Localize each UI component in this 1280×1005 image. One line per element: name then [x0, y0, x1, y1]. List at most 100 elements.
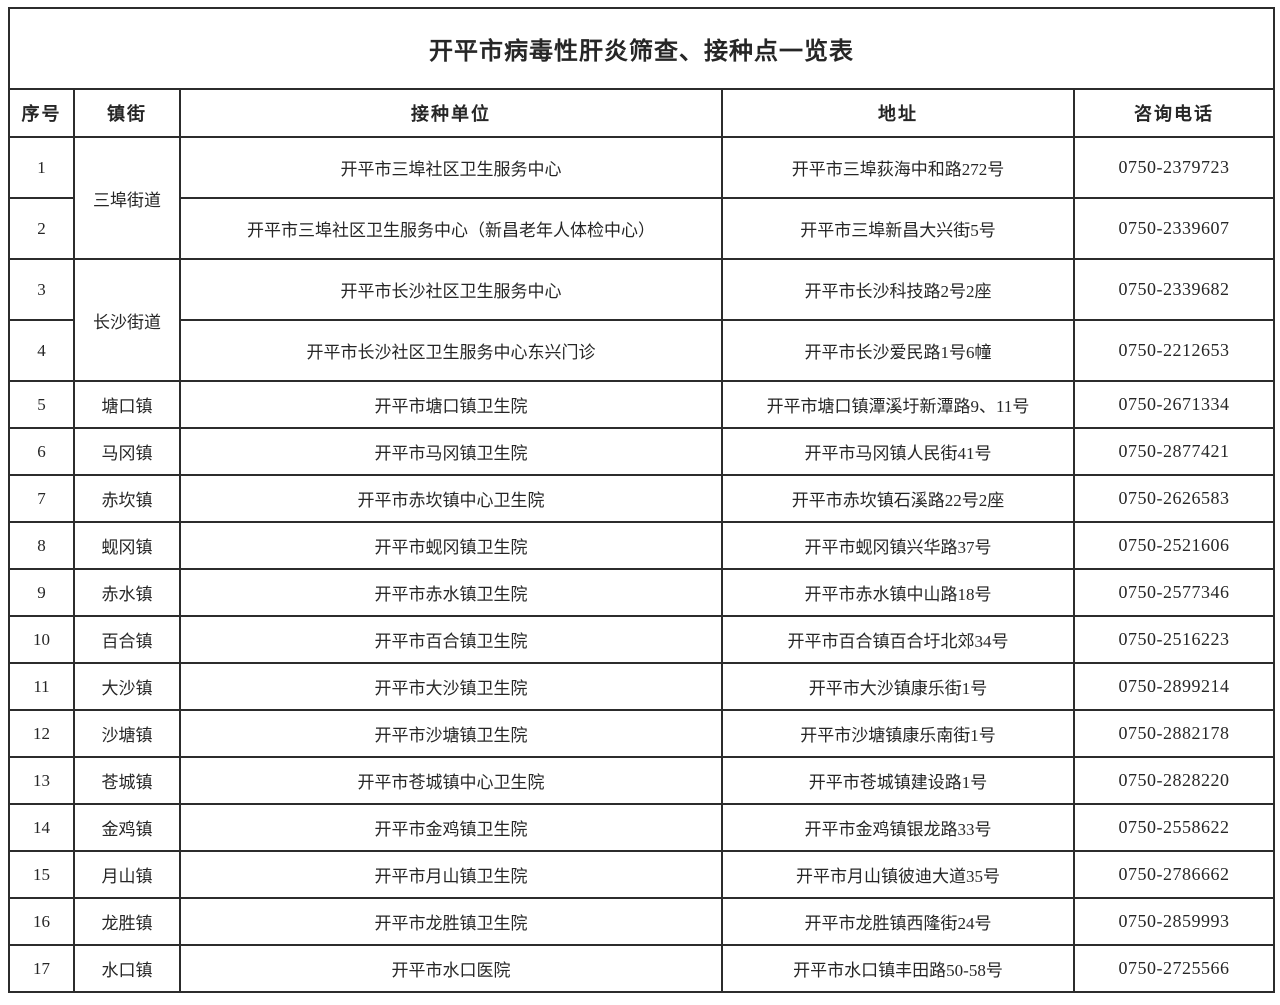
address-cell: 开平市沙塘镇康乐南街1号 [721, 709, 1075, 758]
town-cell: 蚬冈镇 [73, 521, 181, 570]
table-row: 6 马冈镇 开平市马冈镇卫生院 开平市马冈镇人民街41号 0750-2877421 [8, 427, 1275, 476]
table-row: 12 沙塘镇 开平市沙塘镇卫生院 开平市沙塘镇康乐南街1号 0750-2882178 [8, 709, 1275, 758]
row-number-cell: 4 [8, 319, 75, 382]
phone-cell: 0750-2725566 [1073, 944, 1275, 993]
phone-cell: 0750-2379723 [1073, 136, 1275, 199]
vaccination-sites-table: 开平市病毒性肝炎筛查、接种点一览表 序号 镇街 接种单位 地址 咨询电话 1 三埠… [8, 7, 1275, 993]
address-cell: 开平市赤坎镇石溪路22号2座 [721, 474, 1075, 523]
unit-cell: 开平市水口医院 [179, 944, 723, 993]
unit-cell: 开平市百合镇卫生院 [179, 615, 723, 664]
town-cell: 长沙街道 [73, 258, 181, 382]
table-row: 4 开平市长沙社区卫生服务中心东兴门诊 开平市长沙爱民路1号6幢 0750-22126… [8, 319, 1275, 382]
address-cell: 开平市长沙爱民路1号6幢 [721, 319, 1075, 382]
unit-cell: 开平市长沙社区卫生服务中心 [179, 258, 723, 321]
table-row: 1 三埠街道 开平市三埠社区卫生服务中心 开平市三埠荻海中和路272号 0750-237… [8, 136, 1275, 260]
address-cell: 开平市大沙镇康乐街1号 [721, 662, 1075, 711]
col-header-address: 地址 [721, 88, 1075, 138]
town-cell: 大沙镇 [73, 662, 181, 711]
phone-cell: 0750-2516223 [1073, 615, 1275, 664]
address-cell: 开平市金鸡镇银龙路33号 [721, 803, 1075, 852]
table-row: 14 金鸡镇 开平市金鸡镇卫生院 开平市金鸡镇银龙路33号 0750-2558622 [8, 803, 1275, 852]
unit-cell: 开平市大沙镇卫生院 [179, 662, 723, 711]
unit-cell: 开平市沙塘镇卫生院 [179, 709, 723, 758]
row-number-cell: 5 [8, 380, 75, 429]
address-cell: 开平市月山镇彼迪大道35号 [721, 850, 1075, 899]
unit-cell: 开平市赤水镇卫生院 [179, 568, 723, 617]
row-number-cell: 17 [8, 944, 75, 993]
address-cell: 开平市马冈镇人民街41号 [721, 427, 1075, 476]
town-cell: 百合镇 [73, 615, 181, 664]
address-cell: 开平市赤水镇中山路18号 [721, 568, 1075, 617]
table-row: 5 塘口镇 开平市塘口镇卫生院 开平市塘口镇潭溪圩新潭路9、11号 0750-26713… [8, 380, 1275, 429]
phone-cell: 0750-2786662 [1073, 850, 1275, 899]
address-cell: 开平市长沙科技路2号2座 [721, 258, 1075, 321]
unit-cell: 开平市金鸡镇卫生院 [179, 803, 723, 852]
unit-cell: 开平市苍城镇中心卫生院 [179, 756, 723, 805]
table-row: 8 蚬冈镇 开平市蚬冈镇卫生院 开平市蚬冈镇兴华路37号 0750-2521606 [8, 521, 1275, 570]
town-cell: 赤坎镇 [73, 474, 181, 523]
header-row: 序号 镇街 接种单位 地址 咨询电话 [8, 88, 1275, 138]
table-row: 17 水口镇 开平市水口医院 开平市水口镇丰田路50-58号 0750-2725566 [8, 944, 1275, 993]
town-cell: 苍城镇 [73, 756, 181, 805]
address-cell: 开平市百合镇百合圩北郊34号 [721, 615, 1075, 664]
town-cell: 马冈镇 [73, 427, 181, 476]
row-number-cell: 10 [8, 615, 75, 664]
phone-cell: 0750-2882178 [1073, 709, 1275, 758]
row-number-cell: 13 [8, 756, 75, 805]
row-number-cell: 1 [8, 136, 75, 199]
town-cell: 月山镇 [73, 850, 181, 899]
row-number-cell: 11 [8, 662, 75, 711]
unit-cell: 开平市三埠社区卫生服务中心 [179, 136, 723, 199]
row-number-cell: 15 [8, 850, 75, 899]
col-header-town: 镇街 [73, 88, 181, 138]
row-number-cell: 3 [8, 258, 75, 321]
town-cell: 龙胜镇 [73, 897, 181, 946]
row-number-cell: 8 [8, 521, 75, 570]
unit-cell: 开平市长沙社区卫生服务中心东兴门诊 [179, 319, 723, 382]
table-row: 13 苍城镇 开平市苍城镇中心卫生院 开平市苍城镇建设路1号 0750-2828220 [8, 756, 1275, 805]
title-row: 开平市病毒性肝炎筛查、接种点一览表 [8, 7, 1275, 90]
unit-cell: 开平市三埠社区卫生服务中心（新昌老年人体检中心） [179, 197, 723, 260]
vaccination-sites-table-container: 开平市病毒性肝炎筛查、接种点一览表 序号 镇街 接种单位 地址 咨询电话 1 三埠… [8, 7, 1275, 993]
phone-cell: 0750-2899214 [1073, 662, 1275, 711]
table-row: 16 龙胜镇 开平市龙胜镇卫生院 开平市龙胜镇西隆街24号 0750-2859993 [8, 897, 1275, 946]
unit-cell: 开平市赤坎镇中心卫生院 [179, 474, 723, 523]
unit-cell: 开平市龙胜镇卫生院 [179, 897, 723, 946]
address-cell: 开平市三埠新昌大兴街5号 [721, 197, 1075, 260]
table-body: 1 三埠街道 开平市三埠社区卫生服务中心 开平市三埠荻海中和路272号 0750-237… [8, 136, 1275, 993]
table-row: 9 赤水镇 开平市赤水镇卫生院 开平市赤水镇中山路18号 0750-2577346 [8, 568, 1275, 617]
row-number-cell: 12 [8, 709, 75, 758]
unit-cell: 开平市马冈镇卫生院 [179, 427, 723, 476]
unit-cell: 开平市月山镇卫生院 [179, 850, 723, 899]
table-row: 10 百合镇 开平市百合镇卫生院 开平市百合镇百合圩北郊34号 0750-2516223 [8, 615, 1275, 664]
town-cell: 塘口镇 [73, 380, 181, 429]
col-header-phone: 咨询电话 [1073, 88, 1275, 138]
phone-cell: 0750-2828220 [1073, 756, 1275, 805]
table-row: 3 长沙街道 开平市长沙社区卫生服务中心 开平市长沙科技路2号2座 0750-23396… [8, 258, 1275, 382]
phone-cell: 0750-2577346 [1073, 568, 1275, 617]
row-number-cell: 2 [8, 197, 75, 260]
phone-cell: 0750-2212653 [1073, 319, 1275, 382]
row-number-cell: 14 [8, 803, 75, 852]
town-cell: 金鸡镇 [73, 803, 181, 852]
address-cell: 开平市三埠荻海中和路272号 [721, 136, 1075, 199]
address-cell: 开平市苍城镇建设路1号 [721, 756, 1075, 805]
unit-cell: 开平市蚬冈镇卫生院 [179, 521, 723, 570]
phone-cell: 0750-2626583 [1073, 474, 1275, 523]
unit-cell: 开平市塘口镇卫生院 [179, 380, 723, 429]
phone-cell: 0750-2671334 [1073, 380, 1275, 429]
table-row: 7 赤坎镇 开平市赤坎镇中心卫生院 开平市赤坎镇石溪路22号2座 0750-262658… [8, 474, 1275, 523]
phone-cell: 0750-2877421 [1073, 427, 1275, 476]
col-header-number: 序号 [8, 88, 75, 138]
table-row: 11 大沙镇 开平市大沙镇卫生院 开平市大沙镇康乐街1号 0750-2899214 [8, 662, 1275, 711]
address-cell: 开平市龙胜镇西隆街24号 [721, 897, 1075, 946]
table-row: 15 月山镇 开平市月山镇卫生院 开平市月山镇彼迪大道35号 0750-2786662 [8, 850, 1275, 899]
phone-cell: 0750-2558622 [1073, 803, 1275, 852]
row-number-cell: 6 [8, 427, 75, 476]
phone-cell: 0750-2339607 [1073, 197, 1275, 260]
town-cell: 三埠街道 [73, 136, 181, 260]
town-cell: 沙塘镇 [73, 709, 181, 758]
address-cell: 开平市塘口镇潭溪圩新潭路9、11号 [721, 380, 1075, 429]
row-number-cell: 9 [8, 568, 75, 617]
address-cell: 开平市蚬冈镇兴华路37号 [721, 521, 1075, 570]
